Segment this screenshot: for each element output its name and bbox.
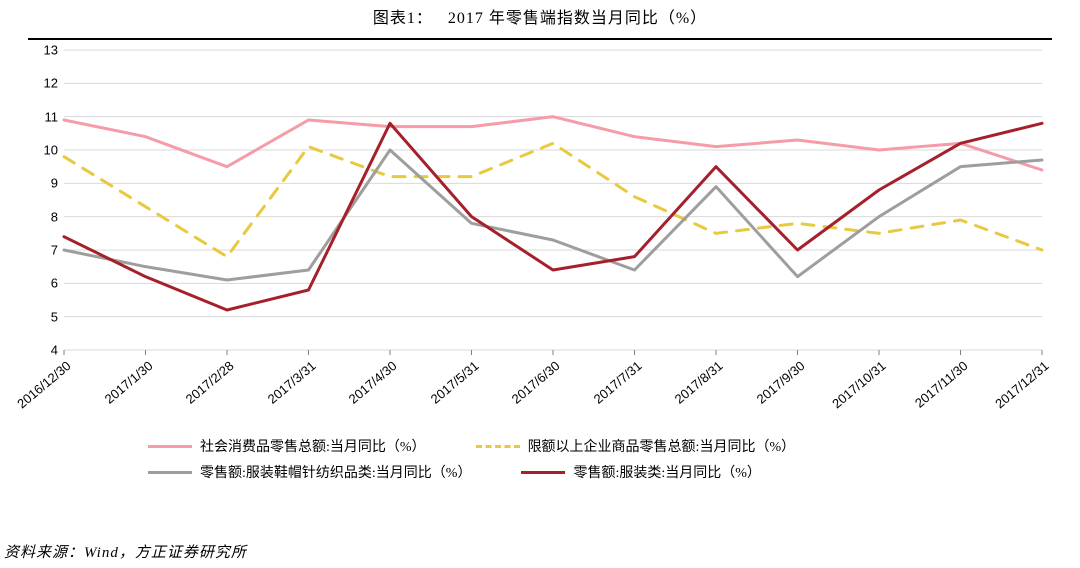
legend-swatch — [521, 471, 565, 474]
x-tick-label: 2017/4/30 — [346, 358, 400, 407]
y-tick-label: 12 — [28, 76, 58, 91]
legend-swatch — [476, 445, 520, 448]
y-tick-label: 8 — [28, 209, 58, 224]
x-tick-label: 2017/3/31 — [264, 358, 318, 407]
y-tick-label: 4 — [28, 343, 58, 358]
x-tick-label: 2017/11/30 — [911, 358, 970, 411]
y-tick-label: 6 — [28, 276, 58, 291]
x-axis: 2016/12/302017/1/302017/2/282017/3/31201… — [64, 358, 1042, 438]
y-tick-label: 7 — [28, 243, 58, 258]
x-tick-label: 2017/6/30 — [509, 358, 563, 407]
y-tick-label: 5 — [28, 309, 58, 324]
legend-item-apparel_textile: 零售额:服装鞋帽针纺织品类:当月同比（%） — [148, 462, 471, 482]
legend-label: 零售额:服装类:当月同比（%） — [573, 462, 760, 482]
x-tick-label: 2017/12/31 — [992, 358, 1051, 411]
legend-label: 社会消费品零售总额:当月同比（%） — [200, 436, 426, 456]
source-line: 资料来源：Wind，方正证券研究所 — [4, 541, 247, 562]
plot-area — [64, 50, 1042, 350]
legend-swatch — [148, 471, 192, 474]
legend-swatch — [148, 445, 192, 448]
x-tick-label: 2017/1/30 — [101, 358, 155, 407]
x-tick-label: 2017/5/31 — [427, 358, 481, 407]
y-tick-label: 9 — [28, 176, 58, 191]
plot-svg — [64, 50, 1042, 350]
series-apparel_textile — [64, 150, 1042, 280]
legend: 社会消费品零售总额:当月同比（%） 限额以上企业商品零售总额:当月同比（%） 零售额… — [148, 436, 1012, 488]
y-tick-label: 13 — [28, 43, 58, 58]
x-tick-label: 2017/8/31 — [672, 358, 726, 407]
x-tick-label: 2017/2/28 — [183, 358, 237, 407]
chart-container: 45678910111213 2016/12/302017/1/302017/2… — [28, 38, 1052, 488]
title-text: 2017 年零售端指数当月同比（%） — [448, 10, 707, 27]
source-value: Wind，方正证券研究所 — [84, 545, 247, 561]
legend-item-total_retail: 社会消费品零售总额:当月同比（%） — [148, 436, 426, 456]
legend-label: 零售额:服装鞋帽针纺织品类:当月同比（%） — [200, 462, 471, 482]
chart-title: 图表1： 2017 年零售端指数当月同比（%） — [0, 0, 1080, 30]
x-tick-label: 2017/10/31 — [829, 358, 888, 411]
legend-label: 限额以上企业商品零售总额:当月同比（%） — [528, 436, 796, 456]
x-tick-label: 2017/9/30 — [753, 358, 807, 407]
source-label: 资料来源： — [4, 545, 84, 561]
legend-item-apparel: 零售额:服装类:当月同比（%） — [521, 462, 760, 482]
legend-item-above_quota: 限额以上企业商品零售总额:当月同比（%） — [476, 436, 796, 456]
x-tick-label: 2017/7/31 — [590, 358, 644, 407]
legend-row: 零售额:服装鞋帽针纺织品类:当月同比（%） 零售额:服装类:当月同比（%） — [148, 462, 1012, 482]
y-tick-label: 11 — [28, 109, 58, 124]
title-prefix: 图表1： — [373, 10, 433, 27]
x-tick-label: 2016/12/30 — [14, 358, 73, 411]
legend-row: 社会消费品零售总额:当月同比（%） 限额以上企业商品零售总额:当月同比（%） — [148, 436, 1012, 456]
y-tick-label: 10 — [28, 143, 58, 158]
